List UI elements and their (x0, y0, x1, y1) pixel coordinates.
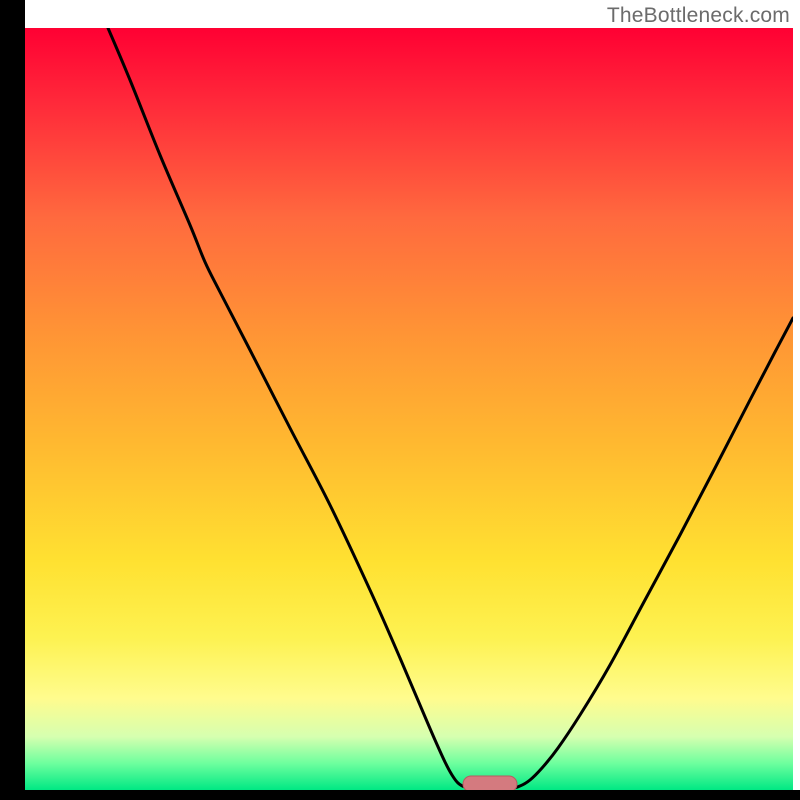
bottleneck-chart (0, 0, 800, 800)
y-axis-bar (0, 0, 25, 800)
x-axis-bar (0, 790, 800, 800)
watermark-text: TheBottleneck.com (607, 4, 790, 28)
optimum-marker (463, 776, 517, 792)
